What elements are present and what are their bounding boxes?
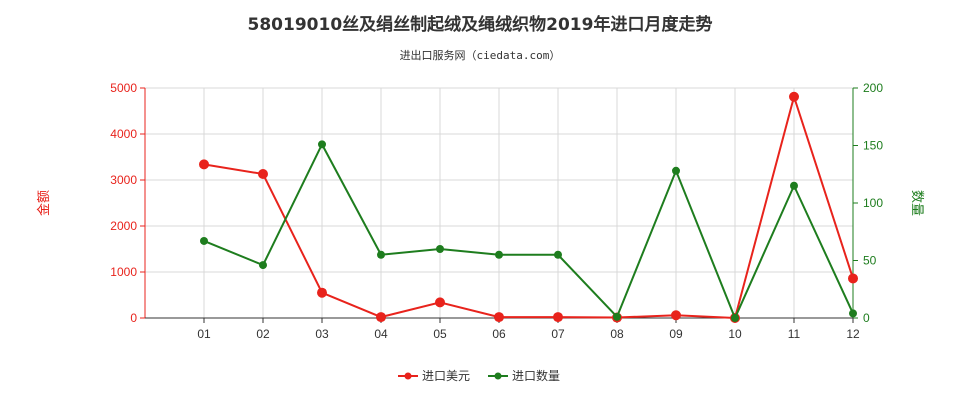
data-point[interactable] [200,236,208,245]
data-point[interactable] [790,181,798,190]
data-point[interactable] [613,312,621,321]
x-tick-label: 07 [551,327,565,341]
x-tick-label: 05 [433,327,447,341]
series-layer [199,91,858,323]
data-point[interactable] [789,91,799,102]
data-point[interactable] [317,287,327,298]
data-point[interactable] [376,312,386,323]
legend-label: 进口数量 [512,368,560,383]
legend-label: 进口美元 [422,369,470,383]
left-tick-label: 3000 [110,173,137,187]
x-tick-label: 06 [492,327,506,341]
x-tick-label: 11 [788,327,801,341]
left-tick-label: 5000 [110,81,137,95]
data-point[interactable] [495,250,503,259]
data-point[interactable] [554,250,562,259]
chart-subtitle: 进出口服务网（ciedata.com） [400,48,561,62]
data-point[interactable] [671,310,681,321]
x-tick-label: 12 [846,327,860,341]
right-axis-title: 数量 [909,190,924,216]
data-point[interactable] [199,159,209,170]
left-tick-label: 1000 [110,265,137,279]
legend-swatch-marker [494,372,502,380]
x-axis-ticks: 01 02 03 04 05 06 07 08 09 10 11 12 [197,318,860,341]
series-1 [199,91,858,323]
x-tick-label: 04 [374,327,388,341]
data-point[interactable] [436,245,444,253]
data-point[interactable] [435,297,445,308]
data-point[interactable] [672,166,680,175]
left-tick-label: 0 [130,311,137,325]
data-point[interactable] [259,261,267,270]
right-axis-ticks: 0 50 100 150 200 [853,81,883,325]
right-tick-label: 0 [863,311,870,325]
legend-swatch-marker [404,372,412,380]
series-2 [200,140,857,322]
x-tick-label: 09 [669,327,683,341]
x-tick-label: 08 [610,327,624,341]
left-axis-title: 金额 [36,190,52,216]
data-point[interactable] [848,273,858,284]
data-point[interactable] [494,312,504,323]
chart-title: 58019010丝及绢丝制起绒及绳绒织物2019年进口月度走势 [248,14,713,35]
legend-item[interactable]: 进口美元 [398,369,470,383]
legend-item[interactable]: 进口数量 [488,368,560,383]
data-point[interactable] [553,312,563,323]
left-tick-label: 2000 [110,219,137,233]
x-tick-label: 03 [315,327,329,341]
series-line [203,142,854,321]
data-point[interactable] [318,140,326,149]
data-point[interactable] [377,250,385,259]
data-point[interactable] [731,314,739,322]
legend[interactable]: 进口美元 进口数量 [398,368,560,383]
right-tick-label: 150 [863,139,883,153]
left-axis-ticks: 0 1000 2000 3000 4000 5000 [110,81,145,325]
right-tick-label: 50 [863,254,877,268]
x-tick-label: 01 [197,327,211,341]
right-tick-label: 100 [863,196,883,210]
x-tick-label: 02 [256,327,270,341]
right-tick-label: 200 [863,81,883,95]
grid [144,87,854,319]
data-point[interactable] [849,309,857,318]
data-point[interactable] [258,169,268,180]
left-tick-label: 4000 [110,127,137,141]
x-tick-label: 10 [728,327,742,341]
series-line [203,93,854,320]
